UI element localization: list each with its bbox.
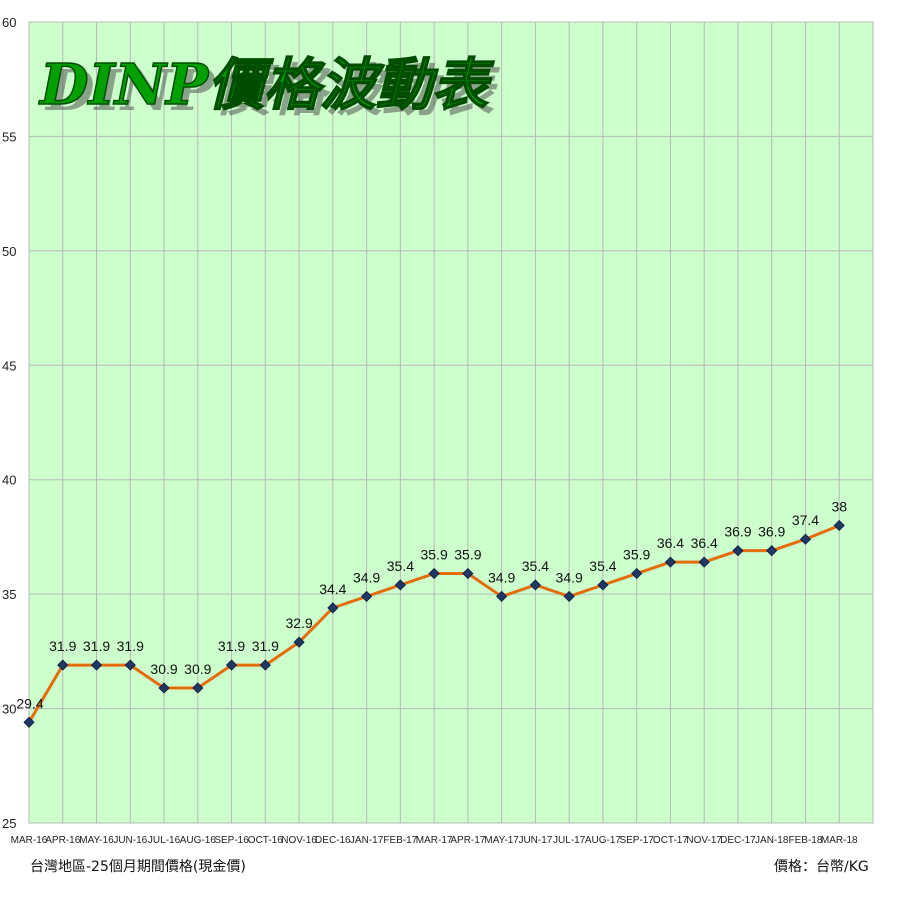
chart-title-shadow: DINP價格波動表	[44, 58, 501, 124]
data-label: 36.4	[657, 535, 684, 551]
data-point-marker	[766, 545, 778, 557]
data-label: 36.9	[758, 524, 785, 540]
data-label: 31.9	[252, 638, 279, 654]
data-point-marker	[394, 579, 406, 591]
x-tick-label: DEC-17	[720, 835, 756, 846]
chart-title-group: DINP價格波動表 DINP價格波動表	[37, 51, 501, 124]
data-point-marker	[23, 716, 35, 728]
data-label: 31.9	[83, 638, 110, 654]
x-tick-label: SEP-16	[214, 835, 249, 846]
data-point-marker	[327, 602, 339, 614]
data-point-marker	[361, 590, 373, 602]
y-tick-label: 25	[2, 816, 16, 831]
data-label: 34.9	[353, 569, 380, 585]
x-tick-label: MAR-18	[821, 835, 858, 846]
x-tick-label: JUN-17	[518, 835, 552, 846]
x-tick-label: JUN-16	[113, 835, 147, 846]
data-point-marker	[192, 682, 204, 694]
data-label: 29.4	[16, 695, 43, 711]
data-label: 35.9	[623, 547, 650, 563]
series-line-group	[23, 519, 845, 728]
x-tick-label: APR-17	[450, 835, 485, 846]
x-tick-label: NOV-17	[686, 835, 722, 846]
data-point-marker	[529, 579, 541, 591]
x-tick-label: MAR-17	[416, 835, 453, 846]
data-point-marker	[428, 567, 440, 580]
y-tick-labels: 25 30 35 40 45 50 55 60	[2, 15, 16, 831]
data-label: 31.9	[117, 638, 144, 654]
data-label: 34.9	[488, 569, 515, 585]
x-tick-label: JUL-17	[553, 835, 586, 846]
data-point-marker	[293, 636, 305, 648]
x-tick-label: APR-16	[45, 835, 80, 846]
data-point-marker	[225, 659, 238, 671]
x-tick-label: JAN-17	[350, 835, 384, 846]
data-point-marker	[698, 556, 710, 568]
y-tick-label: 30	[2, 702, 16, 717]
x-tick-label: DEC-16	[315, 835, 351, 846]
footer-note: 台灣地區-25個月期間價格(現金價)	[30, 859, 246, 875]
data-label: 35.9	[420, 547, 447, 563]
x-tick-label: AUG-16	[180, 835, 217, 846]
x-tick-label: OCT-17	[653, 835, 688, 846]
y-tick-label: 55	[2, 129, 16, 144]
x-tick-label: OCT-16	[248, 835, 283, 846]
x-tick-label: MAY-17	[484, 835, 519, 846]
data-label: 30.9	[150, 661, 177, 677]
data-label: 36.9	[724, 524, 751, 540]
data-label: 37.4	[792, 512, 819, 528]
data-label: 35.9	[454, 547, 481, 563]
x-tick-label: AUG-17	[585, 835, 622, 846]
data-point-marker	[732, 545, 744, 557]
data-label: 31.9	[49, 638, 76, 654]
data-point-marker	[799, 533, 812, 545]
data-label: 34.9	[556, 569, 583, 585]
data-point-marker	[563, 590, 575, 602]
y-tick-label: 60	[2, 15, 16, 30]
data-point-marker	[90, 659, 103, 671]
y-tick-label: 45	[2, 358, 16, 373]
x-tick-label: JUL-16	[148, 835, 181, 846]
y-tick-label: 40	[2, 473, 16, 488]
data-point-marker	[462, 567, 474, 580]
data-label: 31.9	[218, 638, 245, 654]
chart-title: DINP價格波動表	[38, 52, 495, 118]
data-label: 30.9	[184, 661, 211, 677]
data-label: 35.4	[589, 558, 616, 574]
x-tick-label: SEP-17	[619, 835, 654, 846]
x-tick-label: FEB-18	[789, 835, 823, 846]
data-point-marker	[158, 682, 170, 694]
y-tick-label: 35	[2, 587, 16, 602]
x-tick-label: FEB-17	[383, 835, 417, 846]
data-labels: 29.4 31.9 31.9 31.9 30.9 30.9 31.9 31.9 32.9 34.4…	[16, 498, 847, 711]
plot-area	[28, 21, 874, 824]
unit-note: 價格：台幣/KG	[774, 859, 869, 875]
data-point-marker	[664, 556, 677, 568]
data-label: 34.4	[319, 581, 346, 597]
data-label: 35.4	[387, 558, 414, 574]
x-tick-label: MAY-16	[79, 835, 114, 846]
data-point-marker	[631, 567, 643, 580]
data-point-marker	[57, 659, 69, 671]
data-label: 32.9	[285, 615, 312, 631]
data-label: 36.4	[691, 535, 718, 551]
data-point-marker	[496, 590, 508, 602]
x-tick-label: JAN-18	[755, 835, 789, 846]
data-label: 38	[831, 498, 847, 514]
data-label: 35.4	[522, 558, 549, 574]
data-point-marker	[124, 659, 136, 671]
y-tick-label: 50	[2, 244, 16, 259]
x-tick-label: NOV-16	[281, 835, 317, 846]
data-point-marker	[833, 519, 845, 532]
data-point-marker	[597, 579, 609, 591]
data-point-marker	[259, 659, 271, 671]
x-tick-label: MAR-16	[11, 835, 48, 846]
